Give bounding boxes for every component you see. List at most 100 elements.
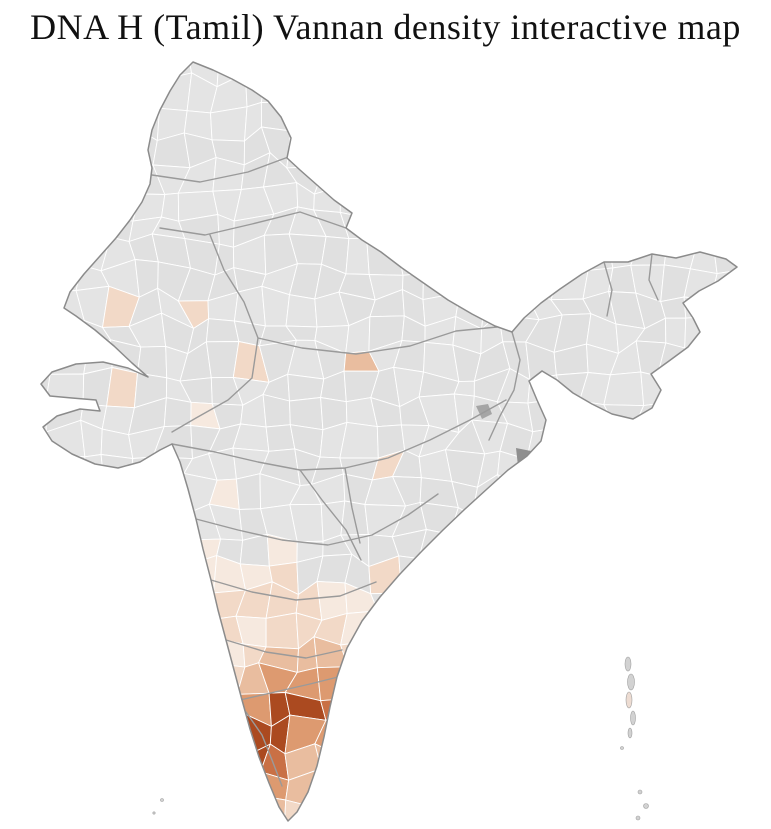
district-cell[interactable] [687,529,721,569]
district-cell[interactable] [0,636,33,674]
district-cell[interactable] [429,591,453,621]
district-cell[interactable] [523,130,558,168]
district-cell[interactable] [714,580,743,622]
district-cell[interactable] [314,50,352,77]
district-cell[interactable] [339,157,369,194]
district-cell[interactable] [24,720,62,757]
district-cell[interactable] [181,747,221,781]
district-cell[interactable] [390,56,424,82]
district-cell[interactable] [684,127,721,169]
district-cell[interactable] [446,803,485,829]
district-cell[interactable] [0,744,25,780]
district-cell[interactable] [291,73,317,116]
district-cell[interactable] [502,795,537,829]
district-cell[interactable] [609,583,647,617]
district-cell[interactable] [365,798,407,829]
district-cell[interactable] [630,716,672,748]
district-cell[interactable] [26,473,57,515]
district-cell[interactable] [741,74,767,108]
district-cell[interactable] [632,425,665,463]
district-cell[interactable] [656,130,688,164]
district-cell[interactable] [124,71,161,109]
district-cell[interactable] [448,618,484,650]
district-cell[interactable] [340,745,373,777]
district-cell[interactable] [554,664,584,702]
district-cell[interactable] [576,583,612,613]
district-cell[interactable] [0,535,32,559]
district-cell[interactable] [714,428,750,460]
district-cell[interactable] [502,554,537,588]
district-cell[interactable] [21,446,57,485]
district-cell[interactable] [45,535,83,568]
district-cell[interactable] [525,73,556,116]
district-cell[interactable] [714,374,752,405]
district-cell[interactable] [577,453,618,484]
district-cell[interactable] [475,717,501,748]
district-cell[interactable] [710,286,746,322]
district-cell[interactable] [160,192,180,222]
district-cell[interactable] [21,129,60,163]
district-cell[interactable] [396,131,426,169]
district-cell[interactable] [46,73,78,112]
district-cell[interactable] [683,347,724,376]
district-cell[interactable] [751,104,769,140]
district-cell[interactable] [394,640,434,675]
district-cell[interactable] [129,531,164,563]
district-cell[interactable] [747,532,771,568]
district-cell[interactable] [50,583,78,615]
district-cell[interactable] [297,54,318,75]
district-cell[interactable] [129,794,165,829]
district-cell[interactable] [749,159,771,189]
district-cell[interactable] [446,160,487,188]
district-cell[interactable] [631,106,668,134]
district-cell[interactable] [343,803,375,829]
district-cell[interactable] [682,71,727,116]
district-cell[interactable] [550,159,591,189]
district-cell[interactable] [476,535,513,562]
district-cell[interactable] [0,162,33,184]
district-cell[interactable] [396,182,427,211]
andaman-island[interactable] [627,727,633,739]
district-cell[interactable] [398,555,433,594]
district-cell[interactable] [690,428,720,460]
district-cell[interactable] [181,554,218,594]
district-cell[interactable] [0,558,34,595]
district-cell[interactable] [663,153,691,196]
district-cell[interactable] [604,77,641,113]
district-cell[interactable] [102,126,137,168]
district-cell[interactable] [510,512,536,541]
district-cell[interactable] [526,451,560,489]
district-cell[interactable] [709,103,751,141]
district-cell[interactable] [743,610,771,649]
district-cell[interactable] [315,103,352,141]
district-cell[interactable] [338,714,374,757]
district-cell[interactable] [184,771,216,809]
district-cell[interactable] [616,429,646,463]
district-cell[interactable] [470,686,500,728]
district-cell[interactable] [456,264,487,294]
district-cell[interactable] [31,182,53,221]
district-cell[interactable] [483,742,509,782]
district-cell[interactable] [499,178,530,220]
district-cell[interactable] [129,504,160,536]
district-cell[interactable] [104,719,135,756]
district-cell[interactable] [716,744,749,777]
district-cell[interactable] [657,607,692,650]
district-cell[interactable] [371,745,404,774]
district-cell[interactable] [687,614,724,650]
district-cell[interactable] [106,794,138,828]
district-cell[interactable] [3,398,33,434]
district-cell[interactable] [709,126,750,169]
district-cell[interactable] [0,674,33,700]
district-cell[interactable] [584,77,609,114]
district-cell[interactable] [235,771,262,799]
district-cell[interactable] [697,721,718,755]
district-cell[interactable] [49,205,83,243]
district-cell[interactable] [631,153,669,196]
district-cell[interactable] [554,105,592,142]
district-cell[interactable] [0,721,31,747]
district-cell[interactable] [104,71,134,109]
district-cell[interactable] [560,554,593,587]
district-cell[interactable] [289,397,324,431]
district-cell[interactable] [635,502,661,544]
